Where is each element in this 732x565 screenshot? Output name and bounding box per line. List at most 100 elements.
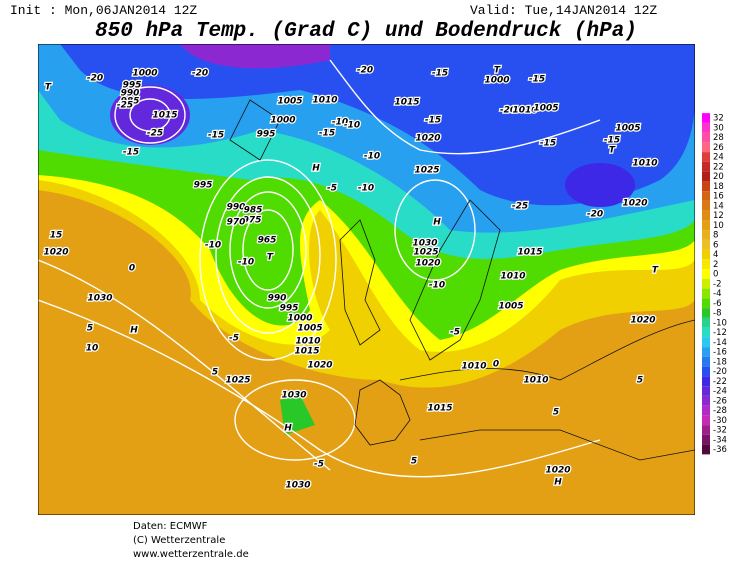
map-label: 1005 xyxy=(498,302,523,312)
scale-label: 30 xyxy=(713,123,724,133)
map-label: 5 xyxy=(212,368,218,378)
map-label: 1020 xyxy=(415,259,440,269)
scale-label: 4 xyxy=(713,250,718,260)
scale-label: -10 xyxy=(713,318,727,328)
scale-swatch xyxy=(702,444,710,455)
scale-swatch xyxy=(702,366,710,377)
map-label: 1015 xyxy=(427,404,452,414)
scale-label: 10 xyxy=(713,221,724,231)
map-label: 995 xyxy=(257,130,276,140)
scale-label: 24 xyxy=(713,153,724,163)
map-label: -10 xyxy=(429,281,445,291)
map-label: T xyxy=(609,146,616,156)
scale-swatch xyxy=(702,210,710,221)
scale-label: 14 xyxy=(713,201,724,211)
map-label: 1005 xyxy=(297,324,322,334)
arctic-region xyxy=(180,44,330,69)
scale-label: -26 xyxy=(713,396,727,406)
map-label: 1020 xyxy=(415,134,440,144)
scale-label: -36 xyxy=(713,445,727,455)
map-label: H xyxy=(130,326,138,336)
map-label: 1000 xyxy=(484,76,509,86)
init-time: Init : Mon,06JAN2014 12Z xyxy=(10,3,197,18)
scale-swatch xyxy=(702,347,710,357)
map-label: 985 xyxy=(244,206,263,216)
cold-core xyxy=(565,163,635,207)
scale-label: 16 xyxy=(713,192,724,202)
map-label: 990 xyxy=(227,203,246,213)
footer-line: www.wetterzentrale.de xyxy=(133,549,249,560)
scale-swatch xyxy=(702,113,710,123)
map-label: -15 xyxy=(604,136,620,146)
scale-swatch xyxy=(702,259,710,270)
scale-label: 8 xyxy=(713,231,718,241)
scale-label: -6 xyxy=(713,299,721,309)
scale-label: -34 xyxy=(713,435,727,445)
cold-core xyxy=(110,85,190,145)
map-label: -20 xyxy=(500,106,516,116)
scale-swatch xyxy=(702,288,710,299)
scale-label: 18 xyxy=(713,182,724,192)
scale-swatch xyxy=(702,327,710,338)
scale-swatch xyxy=(702,434,710,445)
scale-swatch xyxy=(702,425,710,435)
map-label: 5 xyxy=(637,376,643,386)
scale-label: 22 xyxy=(713,162,724,172)
map-label: 1000 xyxy=(132,69,157,79)
scale-label: -16 xyxy=(713,348,727,358)
map-label: H xyxy=(433,218,441,228)
scale-label: -2 xyxy=(713,279,721,289)
map-label: -10 xyxy=(358,184,374,194)
scale-label: -32 xyxy=(713,426,727,436)
map-label: -25 xyxy=(512,202,528,212)
map-label: 1010 xyxy=(461,362,486,372)
map-label: 1010 xyxy=(512,106,537,116)
map-label: T xyxy=(494,66,501,76)
map-label: T xyxy=(45,83,52,93)
map-label: 1000 xyxy=(270,116,295,126)
scale-label: -30 xyxy=(713,416,727,426)
map-label: -10 xyxy=(344,121,360,131)
frigid-region xyxy=(60,44,695,206)
scale-label: -28 xyxy=(713,406,727,416)
scale-label: -14 xyxy=(713,338,727,348)
scale-label: -22 xyxy=(713,377,727,387)
cool-pocket xyxy=(280,395,315,435)
map-label: -25 xyxy=(117,101,133,111)
scale-label: 26 xyxy=(713,143,724,153)
map-label: 1015 xyxy=(152,111,177,121)
scale-swatch xyxy=(702,132,710,143)
scale-swatch xyxy=(702,142,710,153)
map-label: H xyxy=(554,478,562,488)
map-label: 1010 xyxy=(500,272,525,282)
scale-swatch xyxy=(702,337,710,348)
scale-swatch xyxy=(702,122,710,133)
scale-label: -12 xyxy=(713,328,727,338)
map-label: 1020 xyxy=(630,316,655,326)
valid-time: Valid: Tue,14JAN2014 12Z xyxy=(470,3,657,18)
map-label: 5 xyxy=(87,324,93,334)
map-label: -5 xyxy=(327,184,337,194)
scale-swatch xyxy=(702,386,710,396)
footer-line: (C) Wetterzentrale xyxy=(133,535,225,546)
map-label: 0 xyxy=(129,264,135,274)
map-label: T xyxy=(267,253,274,263)
map-label: 1000 xyxy=(287,314,312,324)
scale-swatch xyxy=(702,269,710,279)
scale-label: 2 xyxy=(713,260,718,270)
map-label: -15 xyxy=(208,131,224,141)
map-label: 15 xyxy=(50,231,63,241)
map-label: H xyxy=(312,164,320,174)
map-label: 995 xyxy=(123,81,142,91)
map-label: 975 xyxy=(243,216,262,226)
map-label: 5 xyxy=(553,408,559,418)
scale-label: 20 xyxy=(713,172,724,182)
scale-swatch xyxy=(702,220,710,231)
map-label: -5 xyxy=(450,328,460,338)
map-label: 1015 xyxy=(294,347,319,357)
scale-swatch xyxy=(702,152,710,162)
scale-swatch xyxy=(702,161,710,172)
scale-swatch xyxy=(702,415,710,426)
map-label: 990 xyxy=(121,89,140,99)
